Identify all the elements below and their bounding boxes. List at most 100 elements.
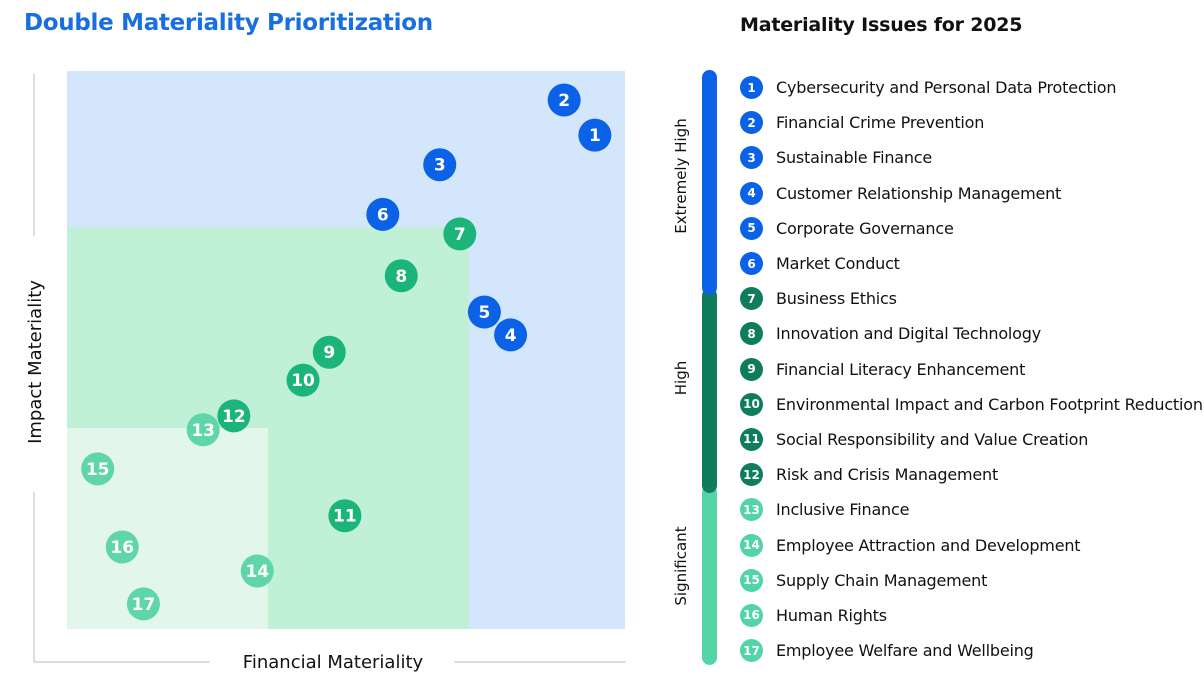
issue-number-badge: 1 bbox=[740, 76, 763, 100]
issue-bubble-label: 1 bbox=[589, 126, 601, 146]
issue-bubble-label: 10 bbox=[291, 371, 315, 391]
issue-bubble-6[interactable]: 6 bbox=[366, 197, 400, 231]
issue-number-badge: 15 bbox=[740, 568, 763, 592]
issue-bubble-13[interactable]: 13 bbox=[186, 413, 220, 447]
issue-label: Supply Chain Management bbox=[776, 570, 988, 590]
issue-label: Cybersecurity and Personal Data Protecti… bbox=[776, 78, 1117, 98]
issue-number-badge: 13 bbox=[740, 498, 763, 522]
issue-label: Social Responsibility and Value Creation bbox=[776, 429, 1089, 449]
issue-number-badge: 10 bbox=[740, 392, 763, 416]
issue-bubble-3[interactable]: 3 bbox=[423, 148, 457, 182]
issue-label: Environmental Impact and Carbon Footprin… bbox=[776, 394, 1203, 414]
issue-item-4[interactable]: 4 Customer Relationship Management bbox=[740, 176, 1203, 211]
issue-bubble-label: 3 bbox=[434, 156, 446, 176]
issue-bubble-label: 8 bbox=[395, 267, 407, 287]
issue-number-badge: 7 bbox=[740, 287, 763, 311]
level-label-high: High bbox=[672, 360, 690, 396]
issue-bubble-17[interactable]: 17 bbox=[126, 587, 160, 621]
issue-label: Market Conduct bbox=[776, 254, 900, 274]
issue-item-11[interactable]: 11 Social Responsibility and Value Creati… bbox=[740, 422, 1203, 457]
issue-bubble-circle bbox=[312, 335, 346, 369]
issue-label: Financial Crime Prevention bbox=[776, 113, 985, 133]
issue-bubble-circle bbox=[578, 118, 612, 152]
issue-item-16[interactable]: 16 Human Rights bbox=[740, 598, 1203, 633]
level-label-significant: Significant bbox=[672, 526, 690, 606]
issue-number-badge: 5 bbox=[740, 216, 763, 240]
issue-bubble-15[interactable]: 15 bbox=[81, 452, 115, 486]
issue-bubble-label: 2 bbox=[558, 91, 570, 111]
issue-item-13[interactable]: 13 Inclusive Finance bbox=[740, 492, 1203, 527]
issue-number-badge: 6 bbox=[740, 252, 763, 276]
issue-bubble-circle bbox=[328, 499, 362, 533]
issue-number-badge: 11 bbox=[740, 427, 763, 451]
issue-bubble-9[interactable]: 9 bbox=[312, 335, 346, 369]
issue-number-badge: 2 bbox=[740, 111, 763, 135]
issue-bubble-16[interactable]: 16 bbox=[105, 530, 139, 564]
issue-bubble-circle bbox=[467, 295, 501, 329]
issue-bubble-label: 12 bbox=[222, 407, 246, 427]
issue-bubble-4[interactable]: 4 bbox=[494, 318, 528, 352]
issue-number-badge: 12 bbox=[740, 463, 763, 487]
issue-bubble-8[interactable]: 8 bbox=[384, 259, 418, 293]
issue-label: Risk and Crisis Management bbox=[776, 465, 999, 485]
issue-bubble-12[interactable]: 12 bbox=[217, 399, 251, 433]
issue-label: Employee Attraction and Development bbox=[776, 535, 1081, 555]
issue-label: Customer Relationship Management bbox=[776, 183, 1062, 203]
issue-bubble-2[interactable]: 2 bbox=[547, 83, 581, 117]
issue-label: Inclusive Finance bbox=[776, 500, 910, 520]
issue-item-6[interactable]: 6 Market Conduct bbox=[740, 246, 1203, 281]
issue-item-17[interactable]: 17 Employee Welfare and Wellbeing bbox=[740, 633, 1203, 668]
issue-bubble-label: 14 bbox=[245, 562, 269, 582]
issue-bubble-5[interactable]: 5 bbox=[467, 295, 501, 329]
issue-number-badge: 3 bbox=[740, 146, 763, 170]
issue-bubble-1[interactable]: 1 bbox=[578, 118, 612, 152]
x-axis-label: Financial Materiality bbox=[243, 652, 424, 673]
issue-bubble-label: 16 bbox=[110, 538, 134, 558]
issue-bubble-circle bbox=[547, 83, 581, 117]
issue-item-7[interactable]: 7 Business Ethics bbox=[740, 281, 1203, 316]
issue-item-8[interactable]: 8 Innovation and Digital Technology bbox=[740, 316, 1203, 351]
issue-bubble-label: 15 bbox=[86, 460, 110, 480]
materiality-matrix: Financial Materiality Impact Materiality… bbox=[25, 71, 626, 673]
issue-bubble-circle bbox=[240, 554, 274, 588]
issue-item-9[interactable]: 9 Financial Literacy Enhancement bbox=[740, 352, 1203, 387]
level-bar-extremely-high bbox=[702, 70, 717, 295]
issue-bubble-circle bbox=[186, 413, 220, 447]
issue-number-badge: 16 bbox=[740, 603, 763, 627]
level-bar-significant bbox=[702, 485, 717, 665]
issue-label: Innovation and Digital Technology bbox=[776, 324, 1041, 344]
issue-bubble-circle bbox=[105, 530, 139, 564]
issue-item-2[interactable]: 2 Financial Crime Prevention bbox=[740, 105, 1203, 140]
issue-bubble-circle bbox=[217, 399, 251, 433]
issue-item-12[interactable]: 12 Risk and Crisis Management bbox=[740, 457, 1203, 492]
issue-bubble-11[interactable]: 11 bbox=[328, 499, 362, 533]
issue-number-badge: 4 bbox=[740, 181, 763, 205]
issue-item-3[interactable]: 3 Sustainable Finance bbox=[740, 140, 1203, 175]
issue-bubble-label: 4 bbox=[505, 326, 517, 346]
issue-bubble-label: 7 bbox=[454, 225, 466, 245]
issue-label: Business Ethics bbox=[776, 289, 897, 309]
y-axis-label: Impact Materiality bbox=[25, 280, 46, 444]
issue-label: Human Rights bbox=[776, 605, 887, 625]
issue-bubble-circle bbox=[494, 318, 528, 352]
issue-bubble-label: 6 bbox=[377, 205, 389, 225]
issue-number-badge: 14 bbox=[740, 533, 763, 557]
issue-bubble-label: 11 bbox=[333, 507, 357, 527]
issue-bubble-circle bbox=[423, 148, 457, 182]
issue-item-1[interactable]: 1 Cybersecurity and Personal Data Protect… bbox=[740, 70, 1203, 105]
issue-bubble-7[interactable]: 7 bbox=[443, 217, 477, 251]
level-label-extremely-high: Extremely High bbox=[672, 118, 690, 234]
issue-number-badge: 17 bbox=[740, 639, 763, 663]
materiality-issues-list: 1 Cybersecurity and Personal Data Protect… bbox=[740, 70, 1203, 668]
issue-bubble-label: 5 bbox=[478, 303, 490, 323]
issue-item-15[interactable]: 15 Supply Chain Management bbox=[740, 563, 1203, 598]
issue-item-5[interactable]: 5 Corporate Governance bbox=[740, 211, 1203, 246]
issue-bubble-10[interactable]: 10 bbox=[286, 363, 320, 397]
issue-bubble-14[interactable]: 14 bbox=[240, 554, 274, 588]
issue-bubble-label: 13 bbox=[191, 421, 215, 441]
issue-item-14[interactable]: 14 Employee Attraction and Development bbox=[740, 527, 1203, 562]
issue-bubble-label: 17 bbox=[132, 595, 156, 615]
issue-bubble-circle bbox=[443, 217, 477, 251]
issue-bubble-circle bbox=[286, 363, 320, 397]
issue-item-10[interactable]: 10 Environmental Impact and Carbon Footpr… bbox=[740, 387, 1203, 422]
